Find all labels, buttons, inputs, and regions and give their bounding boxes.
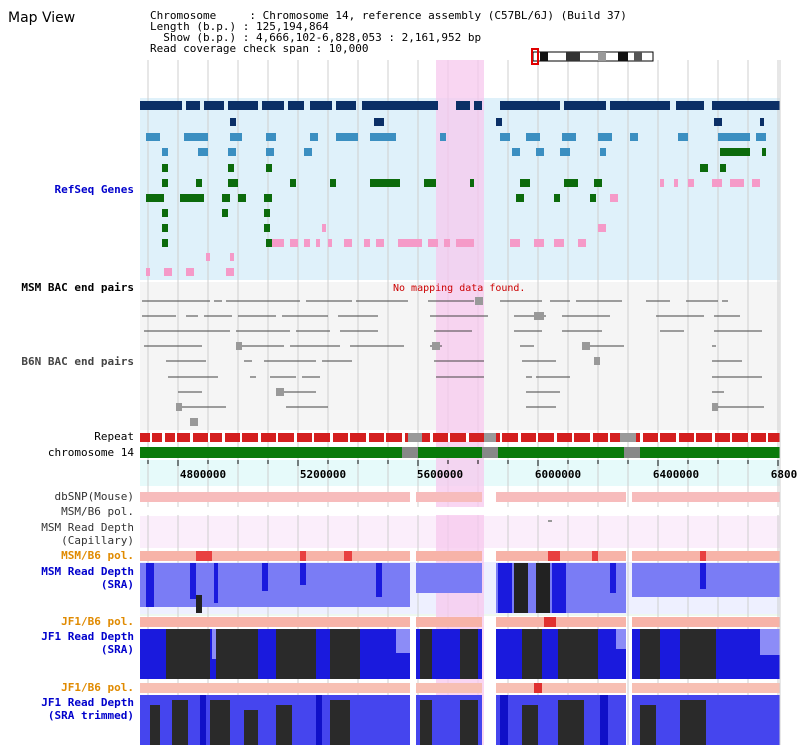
axis-ticks <box>147 460 779 466</box>
track-label-jf1-read-depth-sra[interactable]: JF1 Read Depth <box>41 630 134 643</box>
jf1-read-depth-sra[interactable] <box>140 629 780 679</box>
msm-capillary-mark <box>548 520 552 522</box>
repeat-track[interactable] <box>140 433 780 442</box>
axis-tick-label: 6400000 <box>652 468 700 481</box>
track-label-msm-b6-pol[interactable]: MSM/B6 pol. <box>61 549 134 562</box>
info-line-length: Length (b.p.) : 125,194,864 <box>150 20 329 33</box>
dbsnp-track[interactable] <box>140 492 780 502</box>
track-label-msm-read-depth-capillary[interactable]: MSM Read Depth <box>41 521 134 534</box>
axis-tick-label: 5600000 <box>416 468 464 481</box>
chromosome-ideogram[interactable] <box>531 48 654 65</box>
track-label-repeat[interactable]: Repeat <box>94 430 134 443</box>
chromosome-bar[interactable] <box>140 447 780 458</box>
msm-b6-pol-track[interactable] <box>140 551 780 561</box>
b6n-bac-end-pairs[interactable] <box>166 360 764 423</box>
msm-b6-pol-top-track <box>140 507 780 515</box>
axis-tick-label: 6000000 <box>534 468 582 481</box>
track-label-refseq-genes[interactable]: RefSeq Genes <box>54 183 134 196</box>
track-label-jf1-read-depth-sra-trimmed-sub: (SRA trimmed) <box>47 709 134 722</box>
track-label-jf1-b6-pol-2[interactable]: JF1/B6 pol. <box>61 681 134 694</box>
bac-end-markers <box>176 297 718 426</box>
info-line-chromosome: Chromosome : Chromosome 14, reference as… <box>150 9 627 22</box>
msm-read-depth-sra[interactable] <box>140 563 780 613</box>
jf1-b6-pol-track-1[interactable] <box>140 617 780 627</box>
jf1-b6-pol-track-2[interactable] <box>140 683 780 693</box>
refseq-genes[interactable] <box>140 101 780 276</box>
axis-tick-label: 5200000 <box>299 468 347 481</box>
no-mapping-message: No mapping data found. <box>393 283 526 294</box>
track-label-msm-read-depth-sra[interactable]: MSM Read Depth <box>41 565 134 578</box>
region-info: Chromosome : Chromosome 14, reference as… <box>150 10 627 54</box>
page-title: Map View <box>8 10 76 26</box>
track-label-msm-read-depth-capillary-sub: (Capillary) <box>61 534 134 547</box>
info-line-coverage: Read coverage check span : 10,000 <box>150 42 369 55</box>
track-label-msm-b6-pol-top[interactable]: MSM/B6 pol. <box>61 505 134 518</box>
track-label-msm-read-depth-sra-sub: (SRA) <box>100 578 134 591</box>
track-label-dbsnp[interactable]: dbSNP(Mouse) <box>54 490 134 503</box>
jf1-read-depth-sra-trimmed[interactable] <box>140 695 780 745</box>
axis-tick-label: 6800 <box>770 468 798 481</box>
track-label-jf1-read-depth-sra-trimmed[interactable]: JF1 Read Depth <box>41 696 134 709</box>
track-label-b6n-bac-end-pairs[interactable]: B6N BAC end pairs <box>21 355 134 368</box>
track-label-chromosome[interactable]: chromosome 14 <box>47 446 134 459</box>
track-label-jf1-read-depth-sra-sub: (SRA) <box>100 643 134 656</box>
info-line-show: Show (b.p.) : 4,666,102-6,828,053 : 2,16… <box>150 31 482 44</box>
axis-tick-label: 4800000 <box>179 468 227 481</box>
track-label-jf1-b6-pol-1[interactable]: JF1/B6 pol. <box>61 615 134 628</box>
track-label-msm-bac-end-pairs[interactable]: MSM BAC end pairs <box>21 281 134 294</box>
